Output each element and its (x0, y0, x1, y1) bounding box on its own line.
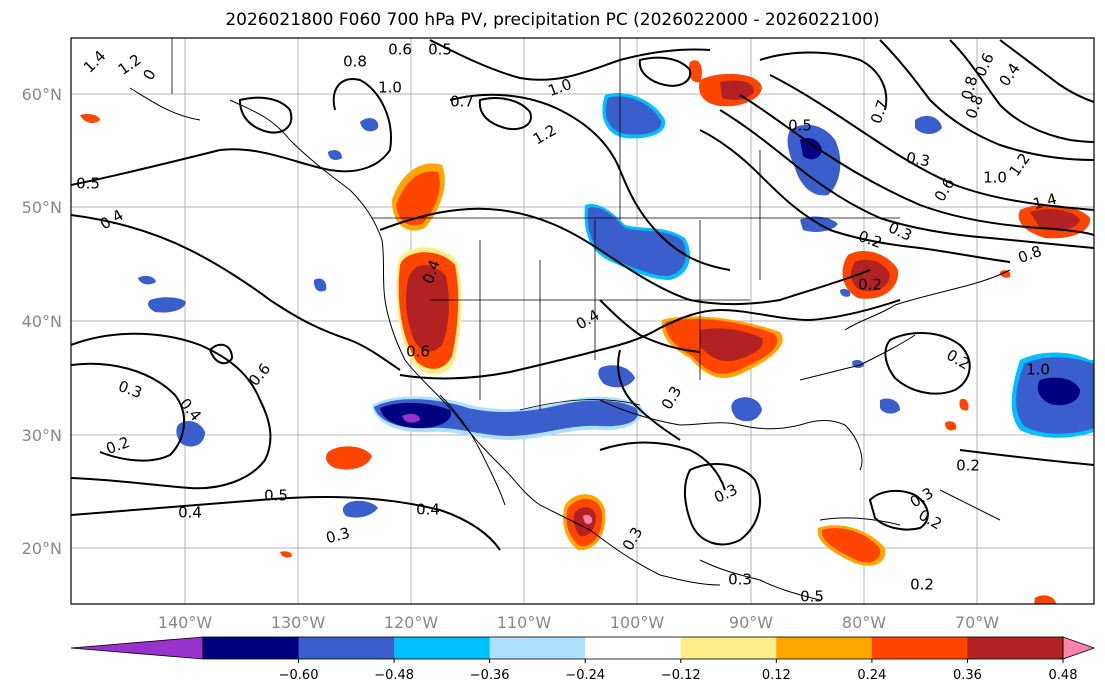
contour-label: 0.3 (728, 571, 752, 589)
lon-label-70w: 70°W (955, 613, 999, 632)
colorbar-segment (776, 637, 873, 659)
lat-label-40n: 40°N (22, 312, 62, 331)
colorbar-tick-label: −0.60 (279, 668, 319, 683)
contour-label: 1.4 (1031, 190, 1059, 214)
colorbar-tick-label: −0.12 (661, 668, 701, 683)
contour-label: 0.5 (76, 175, 100, 193)
lat-label-20n: 20°N (22, 539, 62, 558)
political-borders (171, 38, 900, 411)
colorbar-tick-label: 0.12 (762, 668, 791, 683)
contour-label: 0.4 (416, 501, 440, 519)
colorbar (70, 636, 1096, 660)
coastlines (129, 87, 1011, 601)
contour-label: 1.0 (983, 169, 1007, 187)
contour-label: 0.6 (388, 41, 412, 59)
longitude-labels: 140°W 130°W 120°W 110°W 100°W 90°W 80°W … (158, 613, 999, 632)
colorbar-tick-label: −0.36 (470, 668, 510, 683)
colorbar-labels: −0.60 −0.48 −0.36 −0.24 −0.12 0.12 0.24 0.36 0.4… (279, 659, 1078, 683)
colorbar-tick-label: −0.48 (374, 668, 414, 683)
contour-label: 0.2 (910, 576, 934, 594)
colorbar-segment (585, 637, 682, 659)
colorbar-tick-label: 0.24 (857, 668, 886, 683)
contour-label: 0.5 (788, 117, 812, 135)
latitude-labels: 60°N 50°N 40°N 30°N 20°N (22, 85, 62, 558)
colorbar-extend-low (70, 636, 204, 660)
colorbar-segment (489, 637, 586, 659)
lon-label-140w: 140°W (158, 613, 213, 632)
contour-label: 0.2 (858, 276, 882, 294)
contour-labels: 1.4 1.200.6 0.50.81.00.71.20.50.41.0 0.80.6… (76, 41, 1059, 606)
lon-label-130w: 130°W (271, 613, 326, 632)
contour-label: 0.3 (324, 524, 352, 548)
colorbar-segment (967, 637, 1064, 659)
pv-contours (71, 39, 1094, 551)
contour-label: 1.0 (378, 79, 402, 97)
colorbar-segment (298, 637, 395, 659)
contour-label: 0.4 (178, 504, 202, 522)
colorbar-segment (871, 637, 968, 659)
colorbar-segment (680, 637, 777, 659)
lon-label-80w: 80°W (842, 613, 886, 632)
lat-label-60n: 60°N (22, 85, 62, 104)
lon-label-110w: 110°W (497, 613, 552, 632)
colorbar-extend-high (1062, 636, 1096, 660)
colorbar-tick-label: −0.24 (565, 668, 605, 683)
lon-label-120w: 120°W (384, 613, 439, 632)
contour-label: 0.8 (343, 53, 367, 71)
contour-label: 0.6 (406, 343, 430, 361)
contour-label: 0.3 (905, 149, 932, 171)
contour-label: 0.8 (958, 74, 982, 102)
contour-label: 0.7 (450, 93, 474, 111)
chart-title: 2026021800 F060 700 hPa PV, precipitatio… (225, 10, 880, 30)
contour-label: 0.5 (428, 41, 452, 59)
contour-label: 0.5 (800, 588, 824, 606)
lat-label-30n: 30°N (22, 426, 62, 445)
lat-label-50n: 50°N (22, 198, 62, 217)
contour-label: 0.2 (956, 457, 980, 475)
contour-label: 1.0 (1026, 361, 1050, 379)
colorbar-tick-label: 0.36 (953, 668, 982, 683)
precip-shading (80, 60, 1094, 604)
contour-label: 0.5 (264, 487, 288, 505)
colorbar-segment (394, 637, 491, 659)
lon-label-90w: 90°W (729, 613, 773, 632)
colorbar-segment (203, 637, 300, 659)
lon-label-100w: 100°W (610, 613, 665, 632)
colorbar-tick-label: 0.48 (1049, 668, 1078, 683)
